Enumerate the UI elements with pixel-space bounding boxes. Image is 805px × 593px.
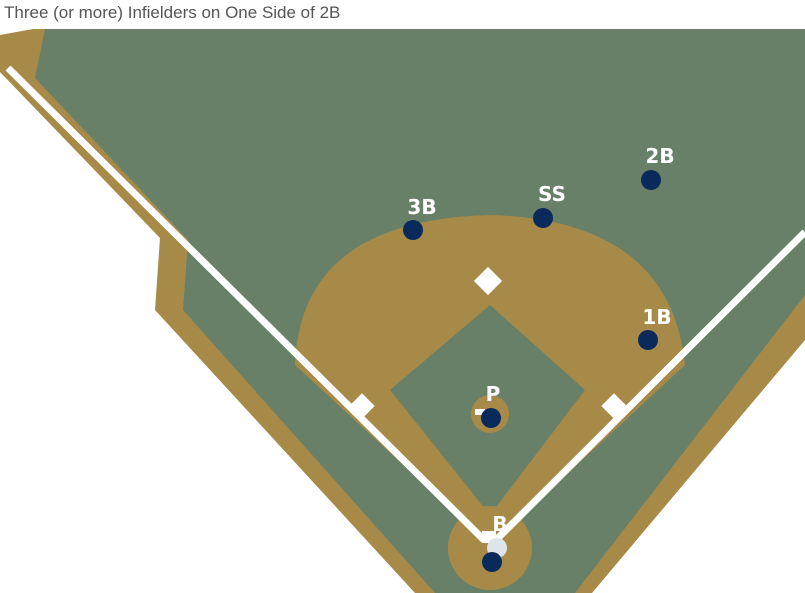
pitchers-rubber bbox=[475, 409, 485, 415]
player-1b-label: 1B bbox=[642, 305, 671, 329]
player-3b-marker bbox=[403, 220, 423, 240]
player-2b-marker bbox=[641, 170, 661, 190]
first-base-foul-line bbox=[493, 229, 805, 543]
player-ss-marker bbox=[533, 208, 553, 228]
first-base bbox=[601, 393, 627, 419]
player-3b-label: 3B bbox=[407, 195, 436, 219]
third-base bbox=[349, 393, 375, 419]
player-ss: SS bbox=[533, 182, 566, 228]
player-1b-marker bbox=[638, 330, 658, 350]
player-p-label: P bbox=[486, 382, 501, 406]
player-c-label: B bbox=[492, 512, 507, 536]
player-p: P bbox=[481, 382, 501, 428]
player-2b: 2B bbox=[641, 144, 675, 190]
diagram-title: Three (or more) Infielders on One Side o… bbox=[4, 3, 341, 22]
player-c-marker bbox=[482, 552, 502, 572]
player-1b: 1B bbox=[638, 305, 672, 350]
second-base bbox=[473, 266, 503, 296]
third-base-foul-line bbox=[5, 65, 487, 543]
player-p-marker bbox=[481, 408, 501, 428]
player-c: B bbox=[482, 512, 508, 572]
player-2b-label: 2B bbox=[645, 144, 674, 168]
player-ss-label: SS bbox=[538, 182, 566, 206]
player-3b: 3B bbox=[403, 195, 437, 240]
